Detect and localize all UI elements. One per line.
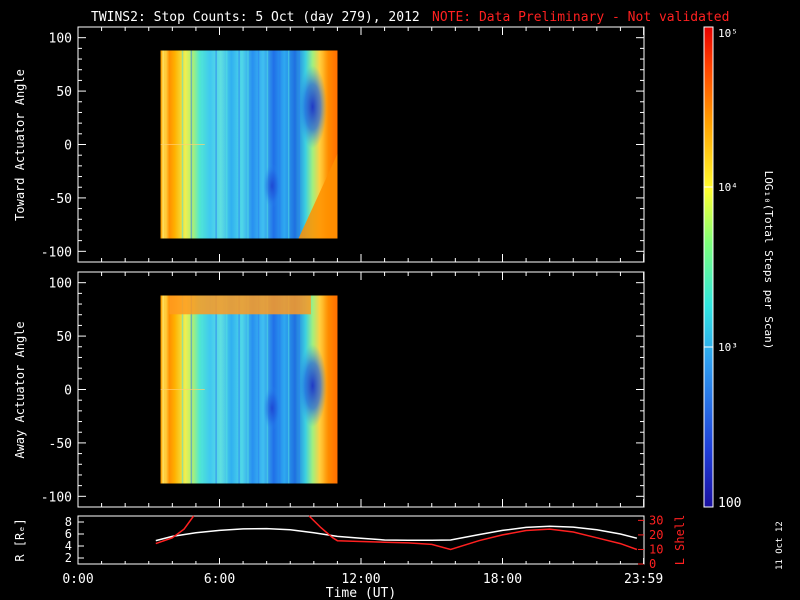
heatmap-stripe: [215, 295, 217, 484]
orbit-panel-frame: [77, 515, 645, 565]
heatmap-stripe: [287, 295, 290, 484]
colorbar-tick-label: 10⁴: [718, 181, 738, 194]
left-y-tick-label: 8: [65, 515, 72, 529]
y-tick-label: 100: [49, 32, 72, 47]
chart-title: TWINS2: Stop Counts: 5 Oct (day 279), 20…: [91, 10, 420, 25]
colorbar-ticks: 100 10³ 10⁴ 10⁵: [704, 26, 741, 511]
right-y-tick-label: 20: [649, 528, 663, 542]
l-shell-line: [155, 515, 195, 545]
x-tick-label: 6:00: [204, 572, 235, 587]
x-tick-label: 23:59: [624, 572, 663, 587]
right-y-tick-label: 10: [649, 542, 663, 556]
y-tick-label: -100: [41, 245, 72, 260]
date-stamp: 11 Oct 12: [775, 521, 785, 570]
y-tick-label: 100: [49, 277, 72, 292]
heatmap-low-region: [263, 385, 281, 431]
y-tick-label: 0: [64, 384, 72, 399]
heatmap-high-region: [169, 295, 311, 315]
y-tick-label: -50: [49, 192, 72, 207]
heatmap-stripe: [257, 295, 260, 484]
heatmap-stripe: [287, 50, 290, 239]
colorbar-tick-label: 100: [718, 496, 741, 511]
heatmap-stripe: [279, 50, 281, 239]
heatmap-high-region: [298, 153, 338, 239]
heatmap-stripe: [298, 50, 301, 239]
colorbar-tick-label: 10⁵: [718, 27, 738, 40]
left-y-tick-label: 2: [65, 551, 72, 565]
heatmap-stripe: [225, 295, 228, 484]
y-tick-label: -100: [41, 490, 72, 505]
l-shell-line: [308, 515, 638, 551]
away-axes: -100 -50 0 50 100: [41, 272, 645, 507]
heatmap-low-region: [298, 65, 327, 149]
heatmap-low-region: [298, 344, 327, 428]
x-tick-label: 12:00: [341, 572, 380, 587]
x-axis-label: Time (UT): [326, 586, 396, 600]
heatmap-stripe: [247, 50, 249, 239]
colorbar-tick-label: 10³: [718, 341, 738, 354]
toward-axes: -100 -50 0 50 100: [41, 27, 645, 262]
y-tick-label: -50: [49, 437, 72, 452]
orbit-lines: [155, 515, 638, 551]
away-heatmap: [160, 295, 338, 484]
heatmap-stripe: [257, 50, 260, 239]
y-tick-label: 50: [56, 85, 72, 100]
away-ylabel: Away Actuator Angle: [13, 321, 27, 458]
radius-line: [155, 525, 638, 542]
x-tick-label: 18:00: [483, 572, 522, 587]
x-tick-label: 0:00: [62, 572, 93, 587]
heatmap-low-region: [263, 163, 281, 209]
orbit-ylabel-left: R [Rₑ]: [13, 518, 27, 561]
colorbar-label: LOG₁₀(Total Steps per Scan): [762, 171, 775, 350]
heatmap-stripe: [247, 295, 249, 484]
heatmap-stripe: [238, 50, 240, 239]
heatmap-stripe: [266, 50, 269, 239]
right-y-tick-label: 30: [649, 513, 663, 527]
y-tick-label: 0: [64, 139, 72, 154]
left-y-tick-label: 4: [65, 539, 72, 553]
left-y-tick-label: 6: [65, 527, 72, 541]
heatmap-stripe: [238, 295, 240, 484]
heatmap-edge: [323, 295, 338, 484]
y-tick-label: 50: [56, 330, 72, 345]
toward-heatmap: [160, 50, 338, 239]
orbit-ylabel-right: L Shell: [673, 515, 687, 566]
toward-ylabel: Toward Actuator Angle: [13, 69, 27, 221]
heatmap-stripe: [215, 50, 217, 239]
right-y-tick-label: 0: [649, 557, 656, 571]
heatmap-stripe: [279, 295, 281, 484]
heatmap-stripe: [225, 50, 228, 239]
preliminary-note: NOTE: Data Preliminary - Not validated: [432, 10, 729, 25]
colorbar: [703, 26, 714, 508]
